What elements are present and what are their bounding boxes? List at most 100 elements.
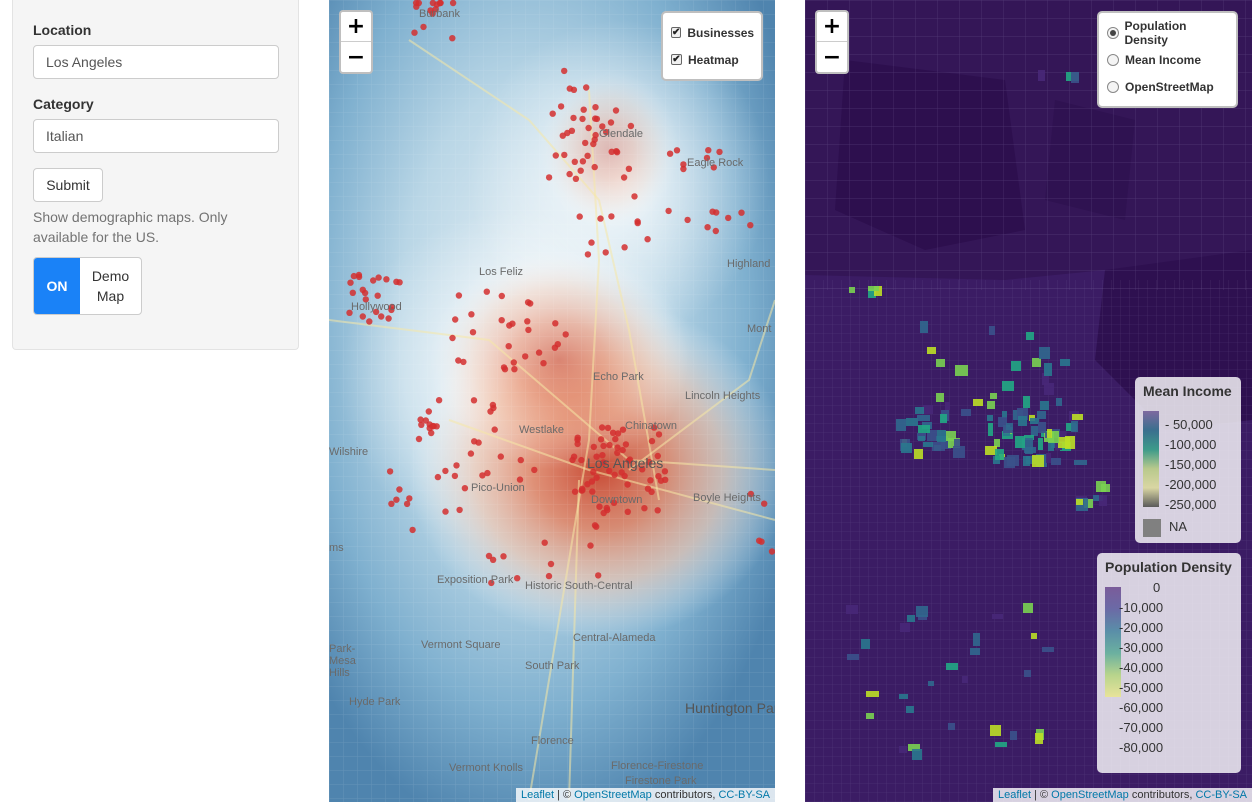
- business-marker[interactable]: [606, 441, 613, 449]
- business-marker[interactable]: [611, 471, 618, 478]
- business-marker[interactable]: [624, 481, 631, 488]
- business-marker[interactable]: [531, 466, 538, 474]
- business-marker[interactable]: [488, 579, 495, 587]
- business-marker[interactable]: [625, 165, 633, 172]
- business-marker[interactable]: [467, 450, 475, 457]
- business-marker[interactable]: [429, 423, 436, 430]
- business-marker[interactable]: [393, 496, 400, 503]
- business-marker[interactable]: [648, 488, 655, 496]
- business-marker[interactable]: [603, 504, 610, 512]
- business-marker[interactable]: [570, 114, 577, 122]
- business-marker[interactable]: [470, 397, 478, 404]
- business-marker[interactable]: [662, 476, 669, 483]
- business-marker[interactable]: [511, 366, 518, 373]
- business-marker[interactable]: [506, 322, 513, 329]
- business-marker[interactable]: [422, 417, 429, 424]
- business-marker[interactable]: [593, 474, 600, 481]
- business-marker[interactable]: [497, 453, 504, 460]
- business-marker[interactable]: [584, 251, 592, 258]
- business-marker[interactable]: [680, 161, 687, 168]
- business-marker[interactable]: [654, 452, 661, 460]
- business-marker[interactable]: [346, 309, 353, 316]
- business-marker[interactable]: [608, 213, 615, 220]
- business-marker[interactable]: [709, 208, 716, 215]
- business-marker[interactable]: [452, 316, 459, 323]
- business-marker[interactable]: [510, 359, 517, 366]
- business-marker[interactable]: [596, 503, 603, 510]
- business-marker[interactable]: [435, 397, 443, 404]
- business-marker[interactable]: [359, 313, 366, 320]
- business-marker[interactable]: [370, 277, 377, 284]
- business-marker[interactable]: [350, 272, 358, 280]
- business-marker[interactable]: [650, 424, 658, 431]
- business-marker[interactable]: [620, 174, 628, 181]
- osm-link[interactable]: OpenStreetMap: [574, 789, 652, 801]
- business-marker[interactable]: [589, 488, 596, 495]
- business-marker[interactable]: [768, 548, 775, 555]
- business-marker[interactable]: [355, 271, 363, 279]
- business-marker[interactable]: [557, 103, 565, 110]
- business-marker[interactable]: [425, 408, 432, 415]
- business-marker[interactable]: [588, 239, 595, 246]
- demographic-choropleth-map[interactable]: + − Population Density Mean Income OpenS…: [805, 0, 1252, 802]
- business-marker[interactable]: [603, 128, 610, 136]
- business-marker[interactable]: [505, 343, 512, 350]
- business-marker[interactable]: [347, 279, 354, 286]
- business-marker[interactable]: [491, 426, 498, 433]
- business-marker[interactable]: [449, 0, 457, 7]
- business-marker[interactable]: [606, 467, 613, 475]
- business-marker[interactable]: [614, 430, 622, 437]
- business-marker[interactable]: [585, 124, 592, 132]
- business-marker[interactable]: [516, 476, 524, 483]
- business-marker[interactable]: [590, 443, 597, 451]
- business-marker[interactable]: [409, 526, 416, 534]
- business-marker[interactable]: [455, 292, 463, 299]
- business-markers[interactable]: [346, 0, 775, 587]
- business-marker[interactable]: [349, 289, 356, 296]
- zoom-out-button[interactable]: −: [346, 44, 366, 70]
- category-input[interactable]: [33, 119, 279, 153]
- business-marker[interactable]: [597, 215, 604, 222]
- demo-map-toggle[interactable]: ON Demo Map: [33, 257, 142, 315]
- business-marker[interactable]: [583, 84, 590, 91]
- business-marker[interactable]: [469, 329, 477, 336]
- business-marker[interactable]: [590, 468, 597, 476]
- business-marker[interactable]: [485, 552, 493, 560]
- business-marker[interactable]: [547, 560, 555, 568]
- business-marker[interactable]: [703, 154, 711, 162]
- business-marker[interactable]: [561, 67, 568, 75]
- business-marker[interactable]: [396, 486, 403, 493]
- business-marker[interactable]: [461, 485, 469, 492]
- business-marker[interactable]: [648, 437, 656, 445]
- business-marker[interactable]: [413, 3, 420, 10]
- business-marker[interactable]: [487, 408, 494, 415]
- business-marker[interactable]: [631, 193, 638, 200]
- businesses-checkbox[interactable]: ✔: [671, 27, 682, 38]
- business-marker[interactable]: [429, 0, 437, 7]
- business-marker[interactable]: [612, 107, 620, 114]
- leaflet-link[interactable]: Leaflet: [520, 789, 554, 801]
- business-marker[interactable]: [584, 152, 591, 159]
- business-marker[interactable]: [570, 453, 578, 460]
- business-marker[interactable]: [559, 132, 566, 139]
- business-marker[interactable]: [572, 175, 580, 182]
- business-marker[interactable]: [654, 507, 661, 514]
- business-marker[interactable]: [621, 244, 628, 251]
- business-marker[interactable]: [562, 331, 569, 338]
- business-marker[interactable]: [576, 213, 583, 220]
- business-marker[interactable]: [378, 313, 385, 320]
- business-marker[interactable]: [747, 490, 755, 498]
- business-marker[interactable]: [535, 349, 543, 356]
- business-marker[interactable]: [614, 449, 621, 456]
- business-marker[interactable]: [592, 104, 599, 111]
- business-marker[interactable]: [471, 438, 478, 445]
- business-marker[interactable]: [498, 292, 505, 300]
- business-marker[interactable]: [710, 164, 717, 171]
- business-marker[interactable]: [456, 506, 463, 514]
- business-marker[interactable]: [366, 318, 373, 325]
- business-marker[interactable]: [582, 139, 589, 147]
- business-marker[interactable]: [618, 469, 625, 476]
- business-marker[interactable]: [571, 488, 579, 495]
- business-marker[interactable]: [705, 147, 712, 154]
- business-marker[interactable]: [549, 110, 556, 117]
